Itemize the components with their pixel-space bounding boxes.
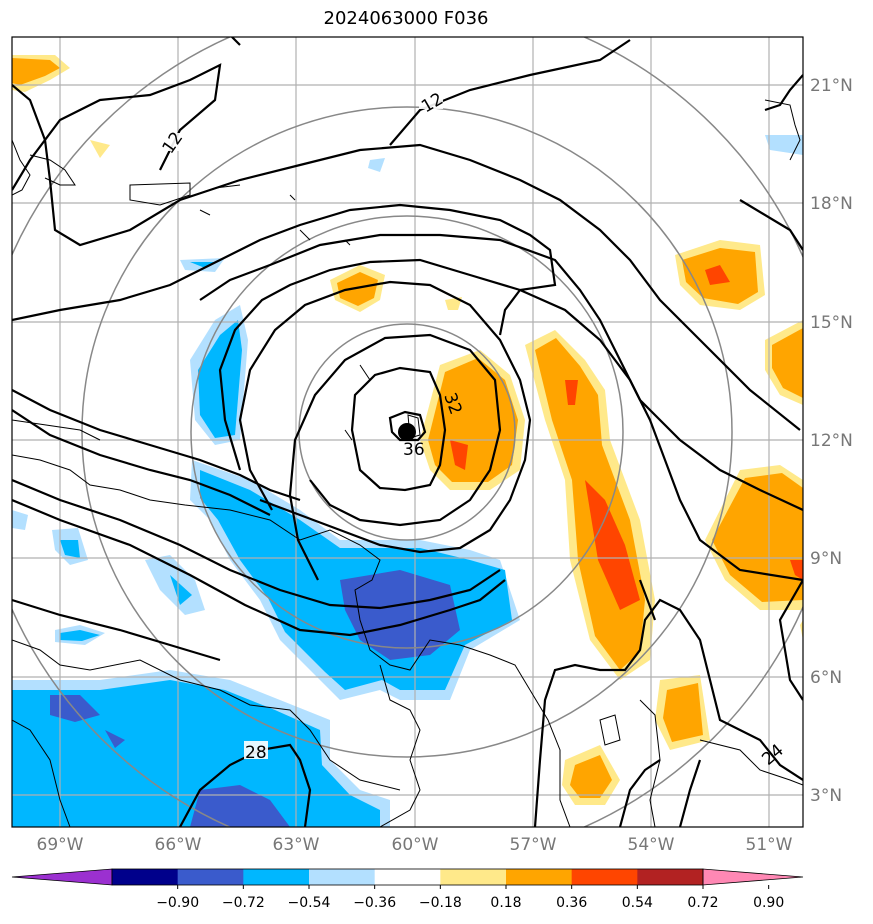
colorbar-tick-label: −0.90 bbox=[156, 895, 199, 911]
colorbar-segment bbox=[309, 869, 376, 885]
colorbar-segment bbox=[374, 869, 441, 885]
contour-lines bbox=[12, 37, 803, 827]
colorbar-tick-label: −0.18 bbox=[419, 895, 462, 911]
colorbar-segment bbox=[571, 869, 638, 885]
lon-label: 66°W bbox=[155, 835, 202, 855]
colorbar-segment bbox=[506, 869, 573, 885]
colorbar-segment bbox=[112, 869, 179, 885]
longitude-labels: 69°W 66°W 63°W 60°W 57°W 54°W 51°W bbox=[37, 835, 793, 855]
contour-label-group: 12 12 32 36 28 24 bbox=[159, 89, 788, 770]
colorbar-tick-label: 0.90 bbox=[753, 895, 784, 911]
colorbar-tick-label: 0.18 bbox=[490, 895, 521, 911]
colorbar-segment bbox=[637, 869, 704, 885]
lat-label: 12°N bbox=[810, 431, 853, 451]
colorbar-segment bbox=[702, 868, 804, 886]
colorbar-segment bbox=[177, 869, 244, 885]
colorbar-tick-label: 0.72 bbox=[687, 895, 718, 911]
colorbar-tick-label: −0.72 bbox=[222, 895, 265, 911]
colorbar-tick-label: −0.36 bbox=[353, 895, 396, 911]
map-frame bbox=[11, 36, 804, 828]
contour-label: 28 bbox=[245, 743, 267, 763]
lon-label: 69°W bbox=[37, 835, 84, 855]
map-title: 2024063000 F036 bbox=[323, 8, 489, 29]
storm-center-icon bbox=[398, 423, 416, 441]
lat-label: 9°N bbox=[810, 549, 842, 569]
contour-label: 36 bbox=[403, 440, 425, 460]
lat-label: 21°N bbox=[810, 76, 853, 96]
latitude-labels: 21°N 18°N 15°N 12°N 9°N 6°N 3°N bbox=[810, 76, 853, 806]
lat-label: 15°N bbox=[810, 313, 853, 333]
lat-label: 3°N bbox=[810, 786, 842, 806]
colorbar-segment bbox=[440, 869, 507, 885]
range-rings bbox=[12, 37, 803, 827]
colorbar-tick-label: 0.54 bbox=[622, 895, 653, 911]
map-area bbox=[12, 37, 803, 827]
lat-label: 6°N bbox=[810, 668, 842, 688]
colorbar-frame bbox=[111, 868, 704, 886]
lon-label: 63°W bbox=[273, 835, 320, 855]
colorbar-segment bbox=[243, 869, 310, 885]
lon-label: 54°W bbox=[628, 835, 675, 855]
lat-label: 18°N bbox=[810, 194, 853, 214]
colorbar-tick-label: −0.54 bbox=[288, 895, 331, 911]
colorbar-segment bbox=[11, 868, 113, 886]
lon-label: 60°W bbox=[392, 835, 439, 855]
colorbar-tick-label: 0.36 bbox=[556, 895, 587, 911]
lon-label: 51°W bbox=[746, 835, 793, 855]
lon-label: 57°W bbox=[510, 835, 557, 855]
colorbar: −0.90 −0.72 −0.54 −0.36 −0.18 0.18 0.36 0.54 0.7… bbox=[11, 868, 804, 911]
